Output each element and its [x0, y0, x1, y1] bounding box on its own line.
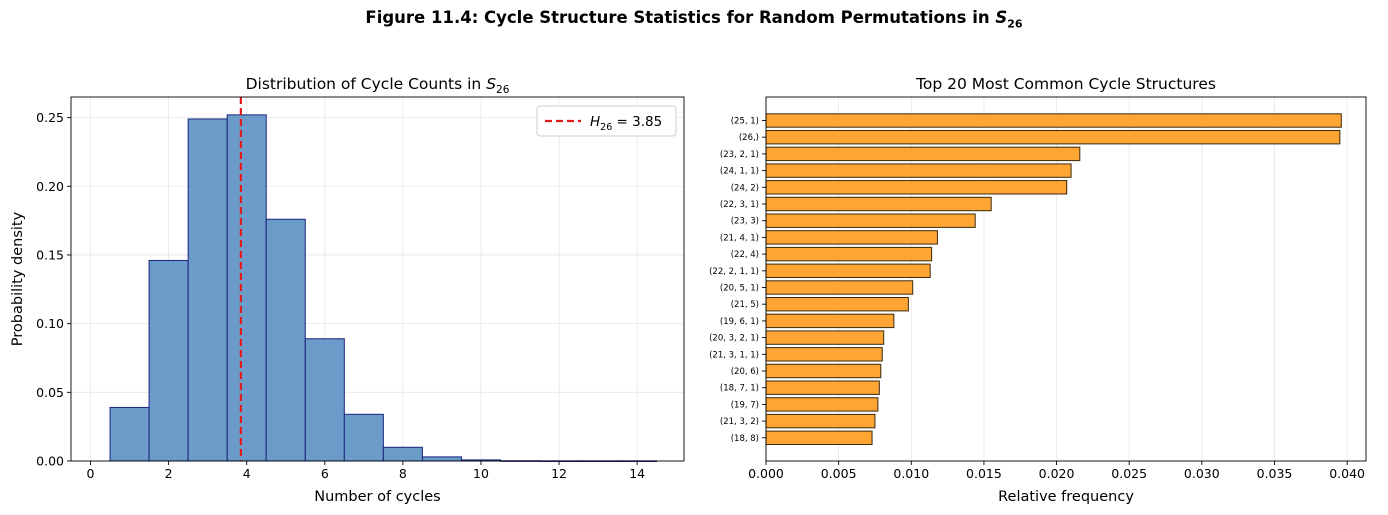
x-tick-label: 0 [87, 466, 95, 481]
structure-bar [765, 113, 1342, 128]
x-tick-label: 4 [243, 466, 251, 481]
y-tick-label: (22, 4) [731, 250, 759, 260]
y-tick-label: (20, 3, 2, 1) [709, 334, 759, 344]
x-tick-label: 14 [629, 466, 645, 481]
y-tick-label: 0.00 [36, 454, 64, 469]
y-tick-label: (23, 2, 1) [720, 150, 759, 160]
x-axis-label: Relative frequency [998, 489, 1134, 505]
y-tick-label: (22, 3, 1) [720, 200, 759, 210]
structure-bar [765, 413, 876, 429]
y-tick-label: 0.25 [36, 110, 64, 125]
y-tick-label: (21, 3, 2) [720, 417, 759, 427]
structure-bar [765, 313, 895, 329]
x-tick-label: 0.010 [893, 466, 929, 481]
legend-box [536, 105, 677, 137]
y-tick-label: 0.05 [36, 385, 64, 400]
y-tick-label: (21, 3, 1, 1) [709, 350, 759, 360]
structure-bar [765, 130, 1341, 145]
figure-title-symbol: S [995, 8, 1008, 27]
plot-frame [765, 96, 1367, 462]
chart-title: Top 20 Most Common Cycle Structures [915, 75, 1216, 93]
y-tick-label: (20, 5, 1) [720, 284, 759, 294]
structure-bar [765, 363, 882, 379]
figure-title-subscript: 26 [1007, 17, 1023, 31]
x-tick-label: 0.015 [966, 466, 1002, 481]
structure-bar [765, 263, 931, 279]
structure-bar [765, 213, 976, 228]
structure-bar [765, 196, 992, 212]
histogram-bar [226, 114, 267, 462]
y-tick-label: (26,) [739, 133, 759, 143]
y-tick-label: (25, 1) [731, 117, 759, 127]
x-tick-label: 0.025 [1111, 466, 1147, 481]
y-tick-label: (24, 1, 1) [720, 167, 759, 177]
structure-bar [765, 230, 938, 245]
y-tick-label: (20, 6) [731, 367, 759, 377]
x-tick-label: 8 [399, 466, 407, 481]
x-tick-label: 2 [165, 466, 173, 481]
x-tick-label: 0.020 [1039, 466, 1075, 481]
structure-bar [765, 246, 933, 262]
x-tick-label: 0.000 [748, 466, 784, 481]
y-tick-label: (23, 3) [731, 217, 759, 227]
structure-bar [765, 280, 914, 295]
y-tick-label: (22, 2, 1, 1) [709, 267, 759, 277]
structure-bar [765, 330, 885, 345]
x-tick-label: 0.035 [1257, 466, 1293, 481]
y-axis-label: Probability density [10, 211, 26, 346]
legend-label: H26 = 3.85 [590, 114, 662, 133]
structure-bar [765, 297, 909, 312]
y-tick-label: (18, 8) [731, 434, 759, 444]
histogram-bar [265, 218, 306, 462]
x-tick-label: 0.040 [1329, 466, 1365, 481]
x-tick-label: 12 [551, 466, 567, 481]
chart-title: Distribution of Cycle Counts in S26 [246, 75, 510, 96]
x-tick-label: 10 [473, 466, 489, 481]
y-tick-label: (24, 2) [731, 183, 759, 193]
histogram-bar [343, 413, 384, 462]
structure-bar [765, 163, 1072, 178]
figure-title-text: Figure 11.4: Cycle Structure Statistics … [365, 8, 996, 27]
y-tick-label: (21, 4, 1) [720, 233, 759, 243]
structure-bar [765, 380, 880, 395]
y-tick-label: (19, 7) [731, 400, 759, 410]
y-tick-label: 0.20 [36, 179, 64, 194]
y-tick-label: (19, 6, 1) [720, 317, 759, 327]
structure-bar [765, 146, 1081, 162]
histogram-bar [304, 338, 345, 462]
x-tick-label: 0.030 [1184, 466, 1220, 481]
y-tick-label: (18, 7, 1) [720, 384, 759, 394]
structure-bar [765, 397, 879, 412]
structure-bar [765, 347, 883, 362]
structure-bar [765, 430, 873, 446]
figure-title: Figure 11.4: Cycle Structure Statistics … [0, 8, 1388, 30]
legend: H26 = 3.85 [536, 105, 677, 137]
y-tick-label: 0.15 [36, 247, 64, 262]
x-tick-label: 6 [321, 466, 329, 481]
x-axis-label: Number of cycles [314, 489, 440, 505]
structure-bar [765, 180, 1068, 195]
y-tick-label: (21, 5) [731, 300, 759, 310]
y-tick-label: 0.10 [36, 316, 64, 331]
plot-frame [70, 96, 685, 462]
x-tick-label: 0.005 [821, 466, 857, 481]
